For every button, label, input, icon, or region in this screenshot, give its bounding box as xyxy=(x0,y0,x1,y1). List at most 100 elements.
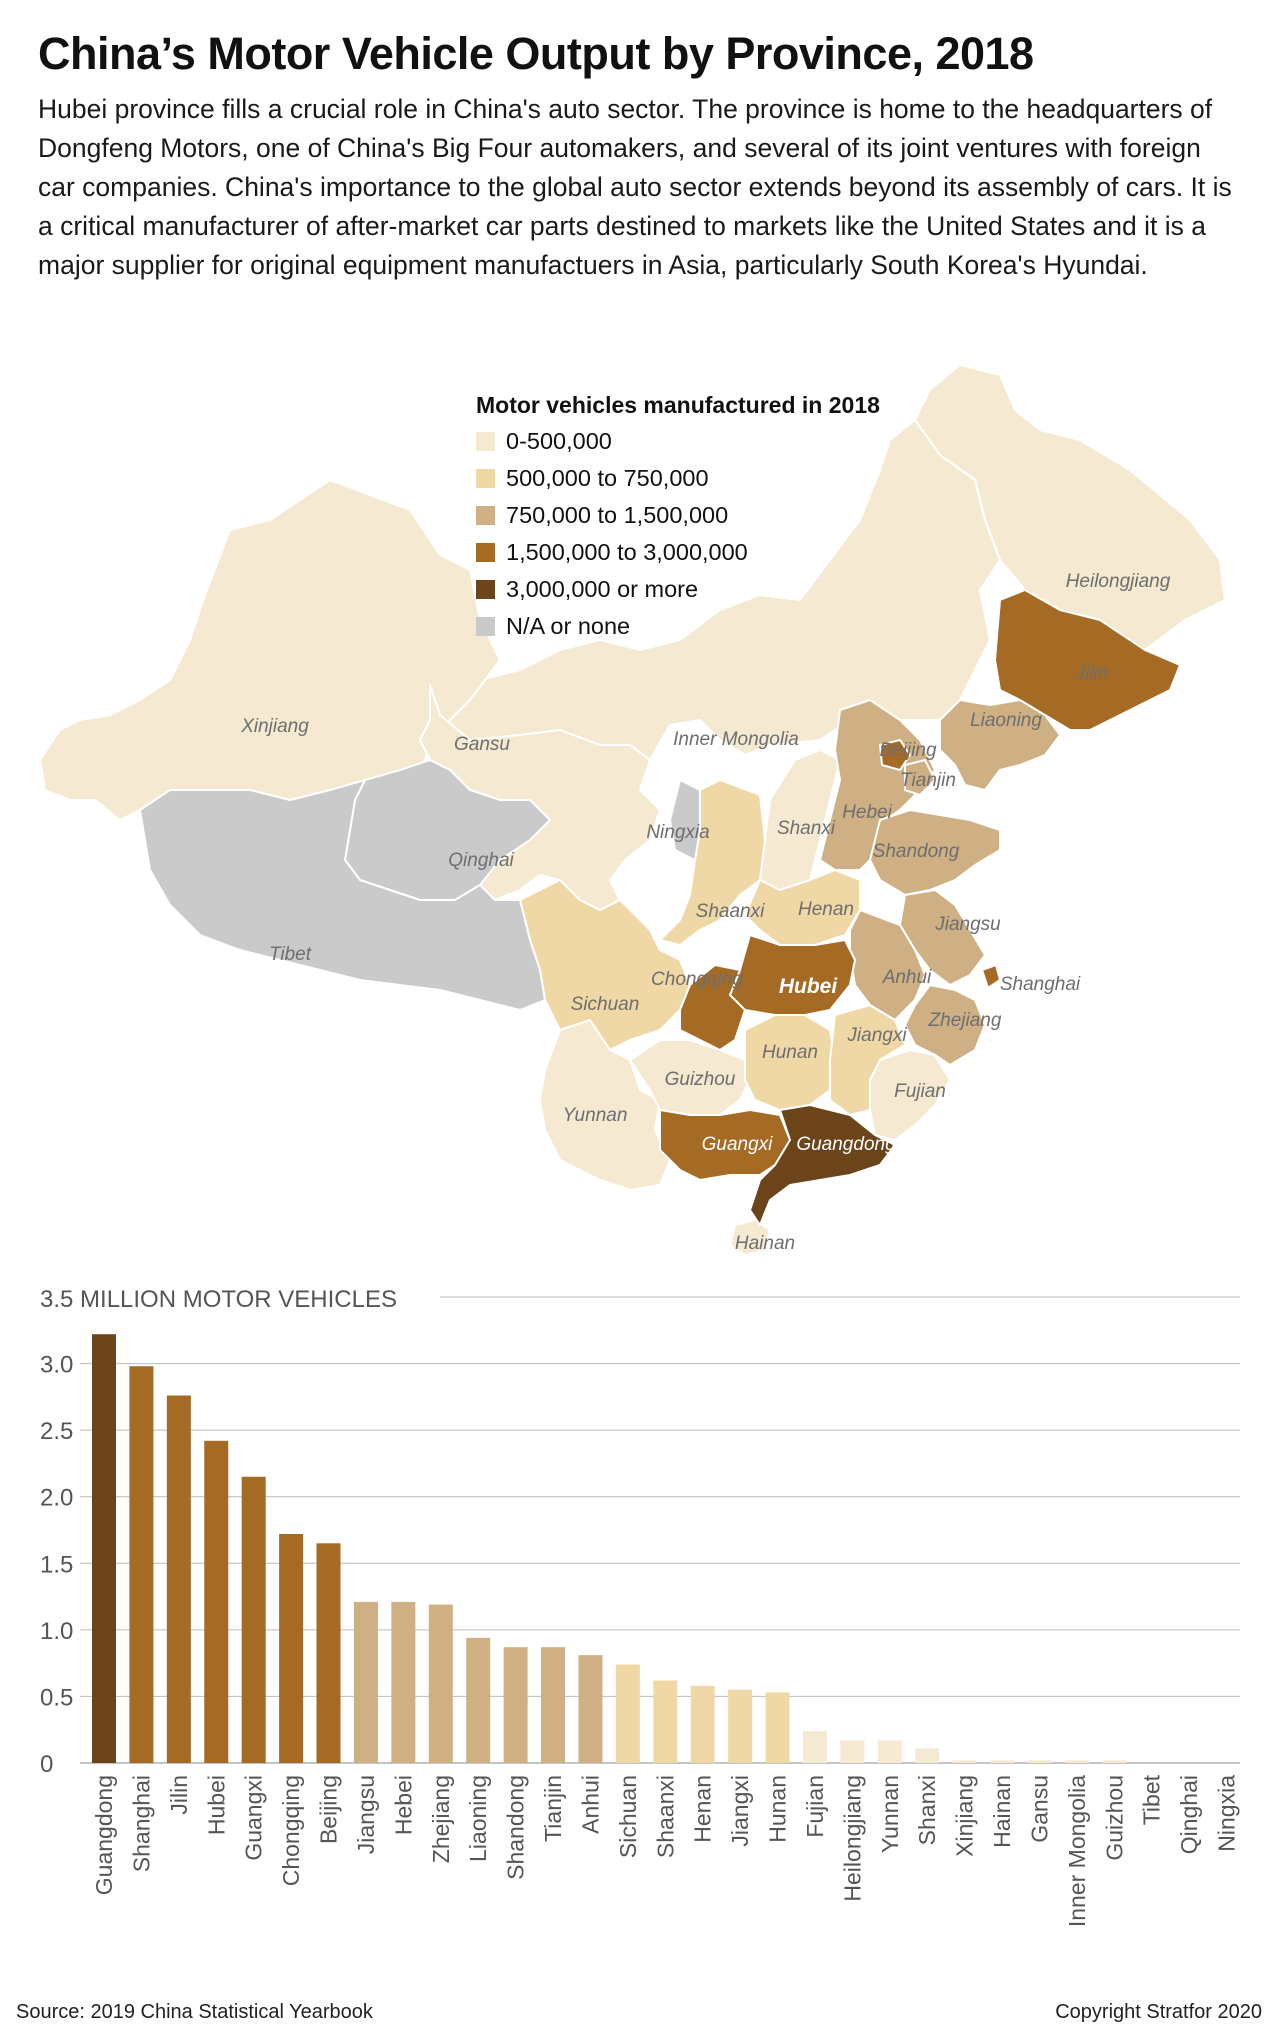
label-zhejiang: Zhejiang xyxy=(928,1010,1002,1031)
x-tick-label: Qinghai xyxy=(1176,1775,1202,1854)
legend-label: 0-500,000 xyxy=(506,428,612,454)
legend-swatch xyxy=(476,617,495,636)
province-tianjin xyxy=(904,759,936,796)
bar-anhui xyxy=(578,1655,603,1763)
y-tick-label: 0.5 xyxy=(40,1684,73,1711)
x-tick-label: Hubei xyxy=(203,1775,229,1835)
bar-shanghai xyxy=(129,1366,154,1763)
bar-zhejiang xyxy=(428,1604,453,1763)
x-tick-label: Guangxi xyxy=(241,1775,267,1861)
bar-chart: 0 0.5 1.0 1.5 2.0 2.5 3.0 3.5 MILLION MOTOR VE… xyxy=(40,1286,1240,1927)
bar-xinjiang xyxy=(952,1760,977,1763)
legend-item: 3,000,000 or more xyxy=(476,571,996,608)
legend-item: 500,000 to 750,000 xyxy=(476,460,996,497)
bar-guangdong xyxy=(92,1334,116,1763)
label-shandong: Shandong xyxy=(873,841,960,862)
bar-tianjin xyxy=(541,1647,566,1763)
province-yunnan xyxy=(539,1019,671,1191)
label-inner-mongolia: Inner Mongolia xyxy=(673,729,799,750)
label-chongqing: Chongqing xyxy=(651,969,743,990)
bar-hubei xyxy=(204,1440,229,1763)
province-anhui xyxy=(849,909,926,1021)
x-tick-label: Hunan xyxy=(765,1775,791,1843)
legend-label: 750,000 to 1,500,000 xyxy=(506,502,729,528)
province-guizhou xyxy=(629,1039,751,1116)
bar-hunan xyxy=(765,1692,790,1763)
label-hebei: Hebei xyxy=(842,802,892,823)
label-shanxi: Shanxi xyxy=(777,818,836,839)
label-beijing: Beijing xyxy=(879,740,936,761)
bar-sichuan xyxy=(615,1664,640,1763)
legend-swatch xyxy=(476,543,495,562)
label-qinghai: Qinghai xyxy=(448,850,514,871)
y-tick-label: 1.5 xyxy=(40,1551,73,1578)
bar-shaanxi xyxy=(653,1680,678,1763)
y-axis-label: 3.5 MILLION MOTOR VEHICLES xyxy=(40,1286,397,1313)
bar-chongqing xyxy=(279,1533,304,1763)
label-liaoning: Liaoning xyxy=(970,710,1042,731)
label-gansu: Gansu xyxy=(454,734,510,755)
label-shaanxi: Shaanxi xyxy=(696,901,765,922)
y-tick-label: 2.0 xyxy=(40,1485,73,1512)
x-tick-label: Beijing xyxy=(316,1775,342,1844)
province-tibet xyxy=(139,779,546,1011)
province-chongqing xyxy=(679,964,746,1051)
x-tick-label: Shanghai xyxy=(128,1775,154,1872)
label-hunan: Hunan xyxy=(762,1042,818,1063)
bar-jiangxi xyxy=(728,1689,753,1763)
x-tick-label: Shanxi xyxy=(914,1775,940,1845)
legend-item: 750,000 to 1,500,000 xyxy=(476,497,996,534)
province-guangdong xyxy=(749,1104,896,1226)
label-anhui: Anhui xyxy=(882,967,932,988)
y-tick-label: 2.5 xyxy=(40,1418,73,1445)
label-henan: Henan xyxy=(798,899,854,920)
bar-hainan xyxy=(990,1760,1015,1763)
x-tick-label: Shaanxi xyxy=(652,1775,678,1858)
x-tick-label: Gansu xyxy=(1026,1775,1052,1843)
bar-fujian xyxy=(802,1731,827,1763)
x-tick-label: Guizhou xyxy=(1101,1775,1127,1861)
province-shandong xyxy=(869,809,1001,896)
page-title: China’s Motor Vehicle Output by Province… xyxy=(38,28,1034,79)
province-zhejiang xyxy=(904,984,986,1066)
province-beijing xyxy=(879,739,911,771)
bar-jilin xyxy=(166,1395,191,1763)
legend-label: 500,000 to 750,000 xyxy=(506,465,709,491)
bar-jiangsu xyxy=(353,1601,378,1763)
province-henan xyxy=(744,869,861,946)
label-heilongjiang: Heilongjiang xyxy=(1066,571,1171,592)
legend-label: 1,500,000 to 3,000,000 xyxy=(506,539,748,565)
label-guangdong: Guangdong xyxy=(796,1134,896,1155)
legend-item: N/A or none xyxy=(476,608,996,645)
label-tianjin: Tianjin xyxy=(900,770,956,791)
bar-yunnan xyxy=(877,1740,902,1763)
bar-shandong xyxy=(503,1647,528,1763)
intro-paragraph: Hubei province fills a crucial role in C… xyxy=(38,94,1232,280)
y-tick-label: 0 xyxy=(40,1751,53,1778)
bar-beijing xyxy=(316,1543,341,1763)
label-guangxi: Guangxi xyxy=(702,1134,774,1155)
x-tick-label: Yunnan xyxy=(877,1775,903,1853)
legend-swatch xyxy=(476,432,495,451)
x-tick-label: Zhejiang xyxy=(428,1775,454,1863)
x-tick-label: Fujian xyxy=(802,1775,828,1838)
bar-inner-mongolia xyxy=(1064,1760,1089,1763)
bar-guizhou xyxy=(1102,1760,1127,1763)
x-tick-label: Inner Mongolia xyxy=(1064,1775,1090,1927)
china-province-map: Heilongjiang Jilin Liaoning Beijing Tian… xyxy=(39,364,1226,1256)
province-ningxia xyxy=(669,779,701,861)
y-tick-label: 1.0 xyxy=(40,1618,73,1645)
x-tick-labels: Guangdong Shanghai Jilin Hubei Guangxi Chongq… xyxy=(91,1774,1240,1927)
x-tick-label: Hainan xyxy=(989,1775,1015,1848)
x-tick-label: Chongqing xyxy=(278,1775,304,1886)
bar-hebei xyxy=(391,1601,416,1763)
bar-gansu xyxy=(1027,1760,1052,1763)
bar-heilongjiang xyxy=(840,1740,865,1763)
legend-swatch xyxy=(476,580,495,599)
label-ningxia: Ningxia xyxy=(646,822,709,843)
label-fujian: Fujian xyxy=(894,1081,946,1102)
x-tick-label: Jilin xyxy=(166,1775,192,1815)
x-tick-label: Tibet xyxy=(1139,1774,1165,1825)
province-jilin xyxy=(994,589,1181,731)
label-sichuan: Sichuan xyxy=(571,994,640,1015)
